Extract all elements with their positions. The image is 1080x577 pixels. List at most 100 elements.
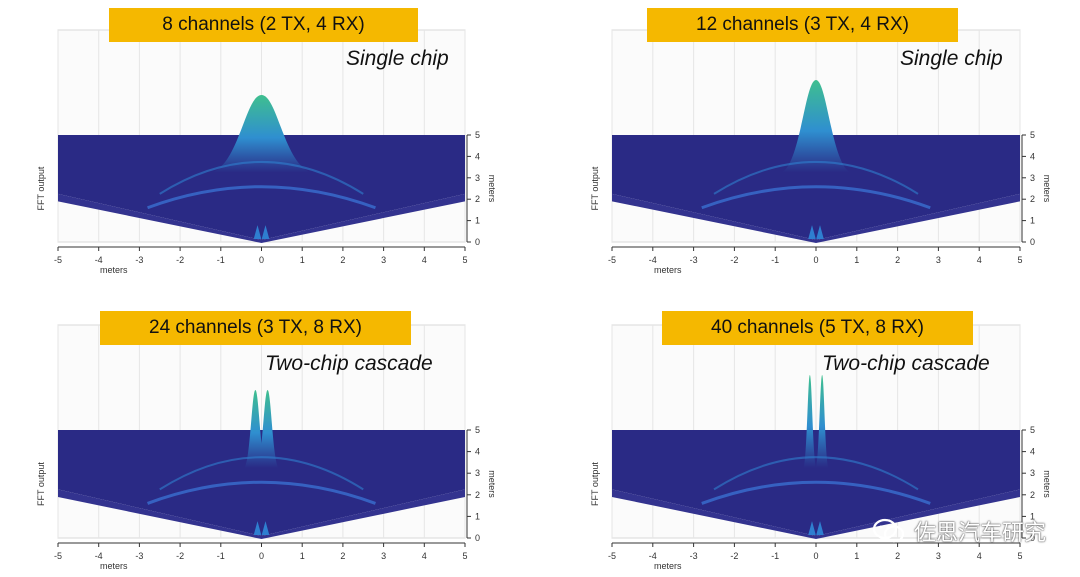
panel-2-title: 12 channels (3 TX, 4 RX) — [647, 8, 958, 42]
x-tick-label: -2 — [730, 551, 738, 561]
x-tick-label: -5 — [608, 255, 616, 265]
y-tick-label: 3 — [475, 468, 480, 478]
sidelobe-ridge — [147, 185, 376, 210]
y-tick-label: 1 — [1030, 216, 1035, 226]
x-tick-label: 5 — [462, 551, 467, 561]
x-axis-label: meters — [654, 561, 682, 571]
z-axis-label: FFT output — [590, 462, 600, 506]
x-axis-label: meters — [100, 561, 128, 571]
watermark: 佐思汽车研究 — [872, 515, 1046, 547]
y-tick-label: 1 — [475, 511, 480, 521]
x-tick-label: -4 — [95, 255, 103, 265]
y-tick-label: 4 — [1030, 447, 1035, 457]
panel-4-title: 40 channels (5 TX, 8 RX) — [662, 311, 973, 345]
lobe-envelope — [713, 160, 919, 195]
y-tick-label: 2 — [475, 490, 480, 500]
x-tick-label: -5 — [54, 255, 62, 265]
x-tick-label: 0 — [259, 255, 264, 265]
origin-bump — [253, 521, 270, 536]
x-tick-label: -3 — [135, 255, 143, 265]
lobe-envelope — [159, 456, 364, 491]
x-tick-label: 5 — [1017, 551, 1022, 561]
x-tick-label: 4 — [977, 551, 982, 561]
x-tick-label: 2 — [895, 551, 900, 561]
y-tick-label: 1 — [475, 216, 480, 226]
lobe-envelope — [159, 160, 364, 195]
y-axis-label: meters — [1042, 175, 1052, 203]
panel-2-chart: -5 -4 -3 -2 -1 0 1 2 3 4 5 meters 0 1 2 3 4 5 meters FFT ou… — [590, 29, 1052, 275]
peak — [815, 375, 829, 468]
x-tick-label: -2 — [176, 255, 184, 265]
x-tick-label: 3 — [936, 551, 941, 561]
panel-4-chart: -5 -4 -3 -2 -1 0 1 2 3 4 5 meters 0 1 2 3 4 5 meters FFT ou… — [590, 324, 1052, 571]
x-tick-label: 0 — [813, 255, 818, 265]
x-tick-label: -1 — [771, 551, 779, 561]
x-tick-label: -4 — [649, 255, 657, 265]
z-axis-label: FFT output — [590, 166, 600, 210]
x-tick-label: 1 — [854, 255, 859, 265]
y-tick-label: 0 — [1030, 237, 1035, 247]
y-tick-label: 1 — [1030, 511, 1035, 521]
x-tick-label: 3 — [936, 255, 941, 265]
x-tick-label: 4 — [977, 255, 982, 265]
x-tick-label: 5 — [462, 255, 467, 265]
x-tick-label: 4 — [422, 551, 427, 561]
x-axis-label: meters — [654, 265, 682, 275]
watermark-text: 佐思汽车研究 — [913, 521, 1046, 546]
panel-4-subtitle: Two-chip cascade — [822, 352, 990, 375]
y-tick-label: 5 — [1030, 130, 1035, 140]
origin-bump — [808, 521, 824, 536]
sidelobe-ridge — [701, 480, 931, 505]
x-tick-label: 2 — [340, 551, 345, 561]
x-tick-label: 2 — [340, 255, 345, 265]
x-tick-label: 1 — [300, 551, 305, 561]
panel-3-title: 24 channels (3 TX, 8 RX) — [100, 311, 411, 345]
y-tick-label: 2 — [1030, 490, 1035, 500]
y-tick-label: 0 — [475, 237, 480, 247]
x-tick-label: -4 — [95, 551, 103, 561]
y-tick-label: 5 — [1030, 425, 1035, 435]
panel-3-chart: -5 -4 -3 -2 -1 0 1 2 3 4 5 meters 0 1 2 3 4 5 meters FFT ou… — [36, 324, 497, 571]
y-tick-label: 3 — [1030, 468, 1035, 478]
origin-bump — [808, 225, 824, 240]
z-axis-label: FFT output — [36, 166, 46, 210]
y-axis-label: meters — [487, 175, 497, 203]
x-tick-label: 3 — [381, 551, 386, 561]
peak — [256, 390, 279, 468]
y-tick-label: 3 — [1030, 173, 1035, 183]
y-tick-label: 5 — [475, 425, 480, 435]
x-tick-label: -5 — [608, 551, 616, 561]
x-tick-label: 0 — [813, 551, 818, 561]
peak — [781, 80, 851, 173]
y-tick-label: 2 — [1030, 194, 1035, 204]
x-tick-label: -2 — [176, 551, 184, 561]
lobe-envelope — [713, 456, 919, 491]
x-tick-label: 1 — [854, 551, 859, 561]
panel-1-subtitle: Single chip — [346, 47, 449, 70]
x-tick-label: -3 — [690, 551, 698, 561]
peak — [212, 95, 311, 173]
y-axis-label: meters — [1042, 470, 1052, 498]
y-tick-label: 5 — [475, 130, 480, 140]
x-tick-label: -5 — [54, 551, 62, 561]
x-tick-label: -3 — [135, 551, 143, 561]
peak — [803, 375, 817, 468]
y-tick-label: 4 — [475, 447, 480, 457]
y-tick-label: 2 — [475, 194, 480, 204]
x-tick-label: -4 — [649, 551, 657, 561]
x-tick-label: 0 — [259, 551, 264, 561]
x-tick-label: -3 — [690, 255, 698, 265]
y-tick-label: 4 — [475, 151, 480, 161]
wechat-icon — [872, 518, 905, 543]
x-tick-label: 3 — [381, 255, 386, 265]
x-tick-label: -2 — [730, 255, 738, 265]
x-axis-label: meters — [100, 265, 128, 275]
x-tick-label: 2 — [895, 255, 900, 265]
panel-1-title: 8 channels (2 TX, 4 RX) — [109, 8, 418, 42]
y-tick-label: 0 — [475, 533, 480, 543]
panel-3-subtitle: Two-chip cascade — [265, 352, 433, 375]
peak — [244, 390, 267, 468]
z-axis-label: FFT output — [36, 462, 46, 506]
y-tick-label: 3 — [475, 173, 480, 183]
